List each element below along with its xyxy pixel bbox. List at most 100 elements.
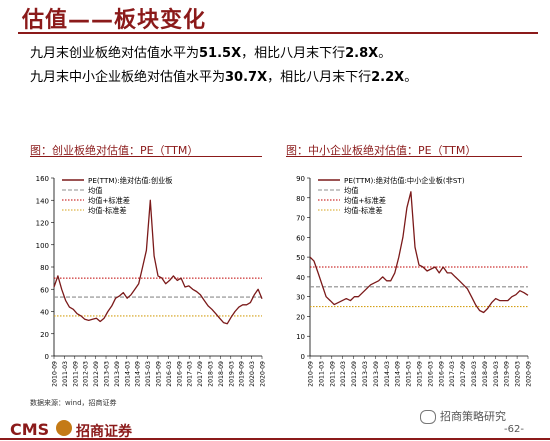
- bullet-1-value: 51.5X: [199, 46, 242, 61]
- bullet-2-value: 30.7X: [225, 70, 268, 85]
- y-tick-label: 80: [296, 195, 305, 203]
- legend-label: 均值: [88, 186, 102, 195]
- x-tick-label: 2012-09: [351, 361, 358, 387]
- x-tick-label: 2017-09: [460, 361, 467, 387]
- x-tick-label: 2017-03: [187, 361, 194, 387]
- x-tick-label: 2017-09: [197, 361, 204, 387]
- chart-sme: 图：中小企业板绝对估值：PE（TTM） 0 10 20 30 40 50 60 70 80 90 2…: [286, 142, 533, 417]
- x-tick-label: 2015-03: [145, 361, 152, 387]
- page-title: 估值——板块变化: [22, 8, 207, 33]
- x-tick-label: 2019-03: [493, 361, 500, 387]
- y-tick-label: 40: [296, 274, 305, 282]
- x-tick-label: 2012-09: [93, 361, 100, 387]
- legend-label: 均值-标准差: [344, 206, 383, 215]
- x-tick-label: 2016-09: [438, 361, 445, 387]
- x-tick-label: 2016-03: [166, 361, 173, 387]
- x-tick-label: 2013-09: [373, 361, 380, 387]
- y-tick-label: 20: [40, 331, 49, 339]
- x-tick-label: 2014-09: [395, 361, 402, 387]
- y-tick-label: 140: [36, 197, 49, 205]
- x-tick-label: 2011-09: [329, 361, 336, 387]
- x-tick-label: 2011-03: [318, 361, 325, 387]
- chart-title-rule: [30, 156, 262, 157]
- x-tick-label: 2020-09: [526, 361, 533, 387]
- bullet-text-2: 九月末中小企业板绝对估值水平为30.7X，相比八月末下行2.2X。: [30, 66, 417, 85]
- bullet-1-pre: 九月末创业板绝对估值水平为: [30, 46, 200, 61]
- page-number: -62-: [504, 424, 524, 435]
- y-tick-label: 100: [36, 242, 49, 250]
- x-tick-label: 2020-03: [515, 361, 522, 387]
- wechat-icon: [420, 410, 436, 424]
- x-tick-label: 2014-03: [384, 361, 391, 387]
- x-tick-label: 2017-03: [449, 361, 456, 387]
- x-tick-label: 2014-09: [135, 361, 142, 387]
- bullet-1-change: 2.8X: [345, 46, 379, 61]
- source-note: 数据来源：wind，招商证券: [30, 399, 117, 407]
- x-tick-label: 2019-09: [239, 361, 246, 387]
- series-line: [309, 191, 529, 314]
- x-tick-label: 2012-03: [83, 361, 90, 387]
- x-tick-label: 2015-09: [417, 361, 424, 387]
- chart-svg: 0 20 40 60 80 100 120 140 160 2010-09 2011-03 2011-…: [36, 175, 267, 387]
- brand-logo-text: 招商证券: [76, 424, 132, 440]
- legend-label: 均值-标准差: [88, 206, 127, 215]
- x-tick-label: 2020-03: [249, 361, 256, 387]
- bullet-2-pre: 九月末中小企业板绝对估值水平为: [30, 70, 226, 85]
- legend-label: 均值+标准差: [88, 196, 130, 205]
- legend-label: 均值+标准差: [344, 196, 386, 205]
- x-tick-label: 2013-03: [104, 361, 111, 387]
- legend-label: 均值: [344, 186, 358, 195]
- y-tick-label: 160: [36, 175, 49, 183]
- legend-label: PE(TTM):绝对估值:中小企业板(非ST): [344, 176, 465, 185]
- brand-cms: CMS: [10, 420, 50, 439]
- bullet-1-mid: ，相比八月末下行: [241, 46, 346, 61]
- x-tick-label: 2015-09: [156, 361, 163, 387]
- x-tick-label: 2012-03: [340, 361, 347, 387]
- x-tick-label: 2015-03: [406, 361, 413, 387]
- y-tick-label: 70: [296, 215, 305, 223]
- logo-icon: [56, 420, 72, 436]
- chart-title: 图：中小企业板绝对估值：PE（TTM）: [286, 144, 477, 157]
- x-tick-label: 2020-09: [260, 361, 267, 387]
- chart-chinext: 图：创业板绝对估值：PE（TTM） 0 20 40 60 80 100 120 140 160 2…: [30, 142, 270, 417]
- y-tick-label: 90: [296, 175, 305, 183]
- y-tick-label: 0: [45, 353, 49, 361]
- x-tick-label: 2016-09: [176, 361, 183, 387]
- x-tick-label: 2018-03: [471, 361, 478, 387]
- x-tick-label: 2019-03: [228, 361, 235, 387]
- x-tick-label: 2018-09: [218, 361, 225, 387]
- legend-label: PE(TTM):绝对估值:创业板: [88, 176, 173, 185]
- y-tick-label: 120: [36, 220, 49, 228]
- bullet-2-post: 。: [404, 70, 418, 85]
- wechat-label: 招商策略研究: [420, 408, 506, 424]
- y-tick-label: 60: [40, 286, 49, 294]
- x-tick-label: 2014-03: [124, 361, 131, 387]
- x-tick-label: 2018-09: [482, 361, 489, 387]
- x-tick-label: 2013-03: [362, 361, 369, 387]
- y-tick-label: 50: [296, 254, 305, 262]
- chart-title: 图：创业板绝对估值：PE（TTM）: [30, 144, 199, 157]
- bullet-2-mid: ，相比八月末下行: [267, 70, 372, 85]
- x-tick-label: 2010-09: [308, 361, 315, 387]
- x-tick-label: 2018-03: [208, 361, 215, 387]
- x-tick-label: 2011-09: [72, 361, 79, 387]
- y-tick-label: 10: [296, 333, 305, 341]
- bullet-text-1: 九月末创业板绝对估值水平为51.5X，相比八月末下行2.8X。: [30, 42, 391, 61]
- x-tick-label: 2016-03: [427, 361, 434, 387]
- footer-rule: [0, 438, 550, 440]
- x-tick-label: 2019-09: [504, 361, 511, 387]
- x-tick-label: 2013-09: [114, 361, 121, 387]
- series-line: [53, 199, 263, 325]
- bullet-1-post: 。: [378, 46, 392, 61]
- chart-title-rule: [286, 156, 522, 157]
- y-tick-label: 0: [301, 353, 305, 361]
- y-tick-label: 80: [40, 264, 49, 272]
- y-tick-label: 30: [296, 294, 305, 302]
- y-tick-label: 40: [40, 309, 49, 317]
- title-rule: [18, 32, 538, 34]
- x-tick-label: 2010-09: [52, 361, 59, 387]
- bullet-2-change: 2.2X: [371, 70, 405, 85]
- x-tick-label: 2011-03: [62, 361, 69, 387]
- wechat-text: 招商策略研究: [440, 410, 506, 423]
- y-tick-label: 60: [296, 234, 305, 242]
